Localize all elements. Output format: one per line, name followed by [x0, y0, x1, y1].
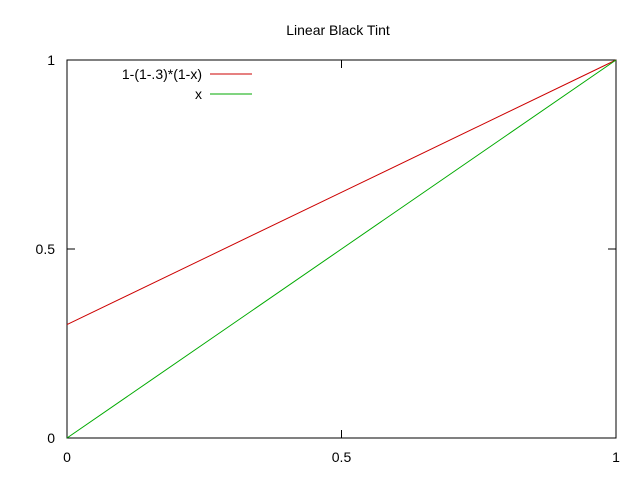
axis-ticks: 0 0.5 1 0 0.5 1 — [36, 52, 621, 465]
legend-label: 1-(1-.3)*(1-x) — [122, 66, 202, 82]
y-tick-label: 0 — [47, 430, 55, 446]
x-tick-label: 0 — [63, 449, 71, 465]
legend: 1-(1-.3)*(1-x) x — [122, 66, 252, 102]
x-tick-label: 0.5 — [332, 449, 352, 465]
x-tick-label: 1 — [612, 449, 620, 465]
series-lines — [66, 59, 617, 439]
y-tick-label: 1 — [47, 52, 55, 68]
chart-title: Linear Black Tint — [286, 22, 390, 38]
series-line-tint — [66, 59, 617, 326]
series-line-identity — [66, 59, 617, 439]
legend-label: x — [195, 86, 202, 102]
y-tick-label: 0.5 — [36, 241, 56, 257]
